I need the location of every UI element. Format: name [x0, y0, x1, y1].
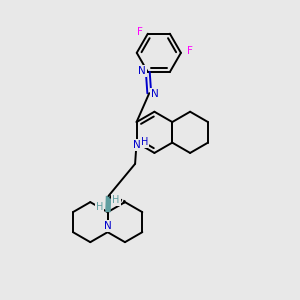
Text: N: N: [133, 140, 140, 150]
Text: H: H: [96, 202, 103, 212]
Text: H: H: [141, 137, 148, 147]
Text: F: F: [136, 27, 142, 37]
Text: H: H: [112, 195, 120, 205]
Text: F: F: [187, 46, 193, 56]
Text: N: N: [104, 221, 112, 231]
Text: N: N: [138, 66, 146, 76]
Text: N: N: [151, 89, 159, 99]
